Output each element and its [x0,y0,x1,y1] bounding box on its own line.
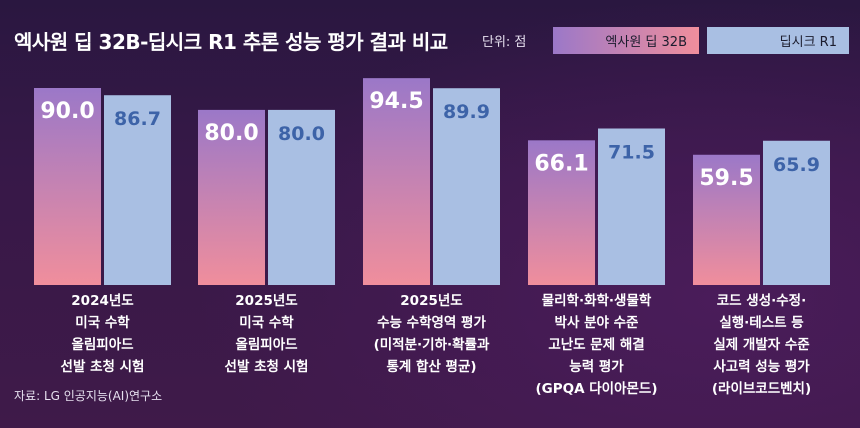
category-label: 2025년도 미국 수학 올림피아드 선발 초청 시험 [224,293,309,375]
bar-deepseek [433,88,500,285]
bar-exaone [34,88,101,285]
bar-exaone [363,78,430,286]
bar-exaone [198,109,265,285]
value-label-deepseek: 86.7 [114,108,161,130]
bar-group: 66.1 71.5 [528,128,665,285]
value-label-exaone: 90.0 [40,99,94,124]
value-label-exaone: 66.1 [534,151,588,176]
bar-deepseek [268,109,335,285]
value-label-deepseek: 80.0 [278,123,325,145]
source-note: 자료: LG 인공지능(AI)연구소 [14,389,163,403]
category-label: 2025년도 수능 수학영역 평가 (미적분·기하·확률과 통계 합산 평균) [373,293,490,375]
category-label: 2024년도 미국 수학 올림피아드 선발 초청 시험 [60,293,145,375]
bar-group: 80.0 80.0 [198,109,335,285]
value-label-exaone: 59.5 [699,166,753,191]
category-label: 코드 생성·수정· 실행·테스트 등 실제 개발자 수준 사고력 성능 평가 (… [711,293,812,397]
bar-group: 59.5 65.9 [693,140,830,285]
legend-item-exaone: 엑사원 딥 32B [553,27,699,54]
value-label-exaone: 80.0 [204,121,258,146]
legend-label-exaone: 엑사원 딥 32B [605,35,687,50]
bar-deepseek [598,128,665,285]
bar-exaone [528,140,595,285]
legend-item-deepseek: 딥시크 R1 [707,27,849,54]
value-label-deepseek: 71.5 [608,141,655,163]
unit-label: 단위: 점 [482,35,527,50]
legend-label-deepseek: 딥시크 R1 [779,35,837,50]
bar-deepseek [763,140,830,285]
value-label-deepseek: 65.9 [773,154,820,176]
bar-deepseek [104,95,171,286]
bar-exaone [693,154,760,285]
category-label: 물리학·화학·생물학 박사 분야 수준 고난도 문제 해결 능력 평가 (GPQ… [535,293,658,397]
bar-group: 90.0 86.7 [34,88,171,286]
bar-group: 94.5 89.9 [363,78,500,286]
value-label-exaone: 94.5 [369,89,423,114]
chart-title: 엑사원 딥 32B-딥시크 R1 추론 성능 평가 결과 비교 [14,30,448,54]
value-label-deepseek: 89.9 [443,101,490,123]
